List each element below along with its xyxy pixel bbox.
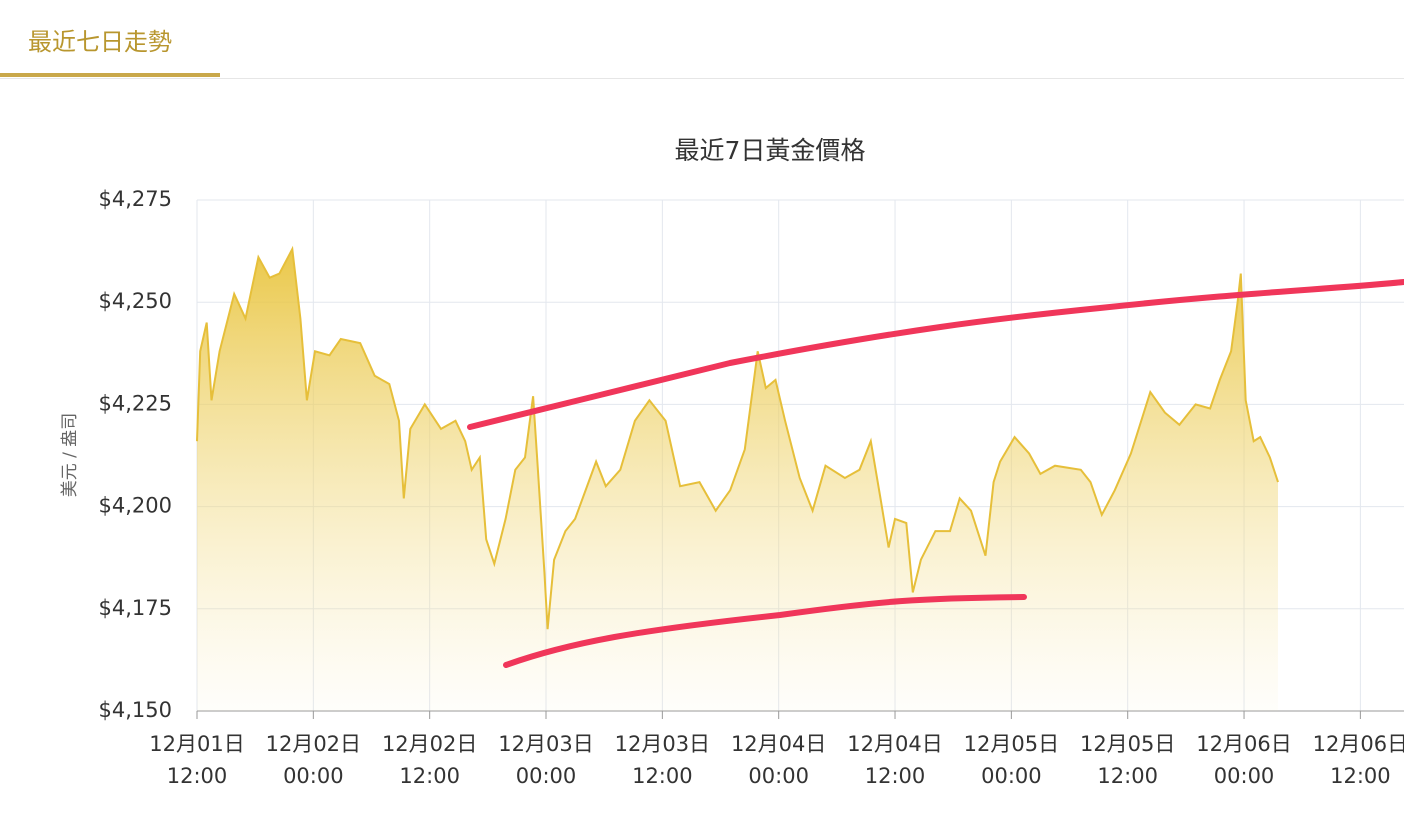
x-tick-label: 12月04日 12:00 xyxy=(847,732,943,788)
chart-title: 最近7日黃金價格 xyxy=(675,136,866,165)
y-tick-label: $4,150 xyxy=(99,698,172,722)
separator xyxy=(0,78,1404,79)
y-tick-label: $4,175 xyxy=(99,596,172,620)
x-tick-label: 12月03日 12:00 xyxy=(614,732,711,788)
line xyxy=(196,245,1279,630)
x-tick-label: 12月05日 12:00 xyxy=(1079,732,1176,788)
y-tick-label: $4,275 xyxy=(99,187,172,211)
tab[interactable]: 最近七日走勢 xyxy=(28,28,172,56)
x-tick-label: 12月02日 00:00 xyxy=(265,732,362,788)
y-tick-label: $4,200 xyxy=(99,494,172,518)
tab-underline xyxy=(0,73,220,77)
x-tick-label: 12月02日 12:00 xyxy=(381,732,478,788)
x-tick-label: 12月06日 00:00 xyxy=(1196,732,1292,788)
x-tick-label: 12月01日 12:00 xyxy=(149,732,245,788)
x-tick-label: 12月06日 12:00 xyxy=(1312,732,1404,788)
area xyxy=(197,249,1278,711)
x-tick-label: 12月05日 00:00 xyxy=(963,732,1060,788)
hand-drawn-line xyxy=(467,279,1404,430)
y-axis-label: 美元 / 盎司 xyxy=(60,413,80,498)
y-tick-label: $4,250 xyxy=(99,289,172,313)
y-tick-label: $4,225 xyxy=(99,391,172,415)
annotations xyxy=(467,279,1404,668)
x-tick-label: 12月04日 00:00 xyxy=(730,732,827,788)
hand-drawn-line xyxy=(503,594,1027,668)
x-tick-label: 12月03日 00:00 xyxy=(498,732,594,788)
